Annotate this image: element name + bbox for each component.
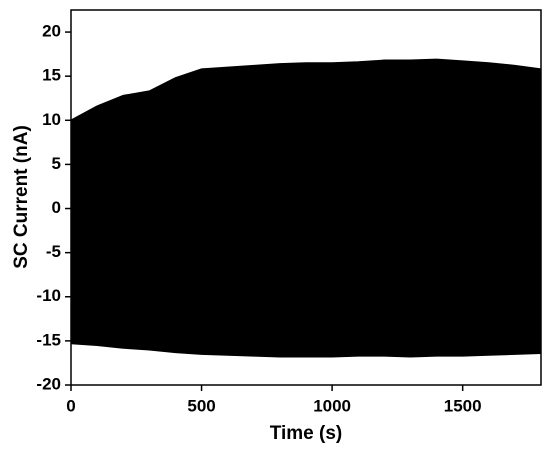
y-tick-label: 0 xyxy=(52,198,61,217)
x-tick-label: 1500 xyxy=(444,396,482,415)
y-tick-label: 20 xyxy=(42,22,61,41)
x-tick-label: 1000 xyxy=(313,396,351,415)
high-envelope xyxy=(70,58,542,121)
y-tick-label: -20 xyxy=(36,374,61,393)
y-axis-title: SC Current (nA) xyxy=(11,125,32,269)
x-tick-label: 0 xyxy=(66,396,75,415)
plot-frame xyxy=(70,9,542,386)
y-tick-label: -10 xyxy=(36,286,61,305)
y-tick-label: 5 xyxy=(52,154,61,173)
signal-fill xyxy=(71,59,541,357)
y-tick-label: -5 xyxy=(46,242,61,261)
x-tick-label: 500 xyxy=(187,396,215,415)
y-tick-label: -15 xyxy=(36,330,61,349)
x-axis-title: Time (s) xyxy=(270,423,343,444)
low-envelope xyxy=(70,342,542,358)
y-tick-label: 10 xyxy=(42,110,61,129)
y-tick-label: 15 xyxy=(42,66,61,85)
